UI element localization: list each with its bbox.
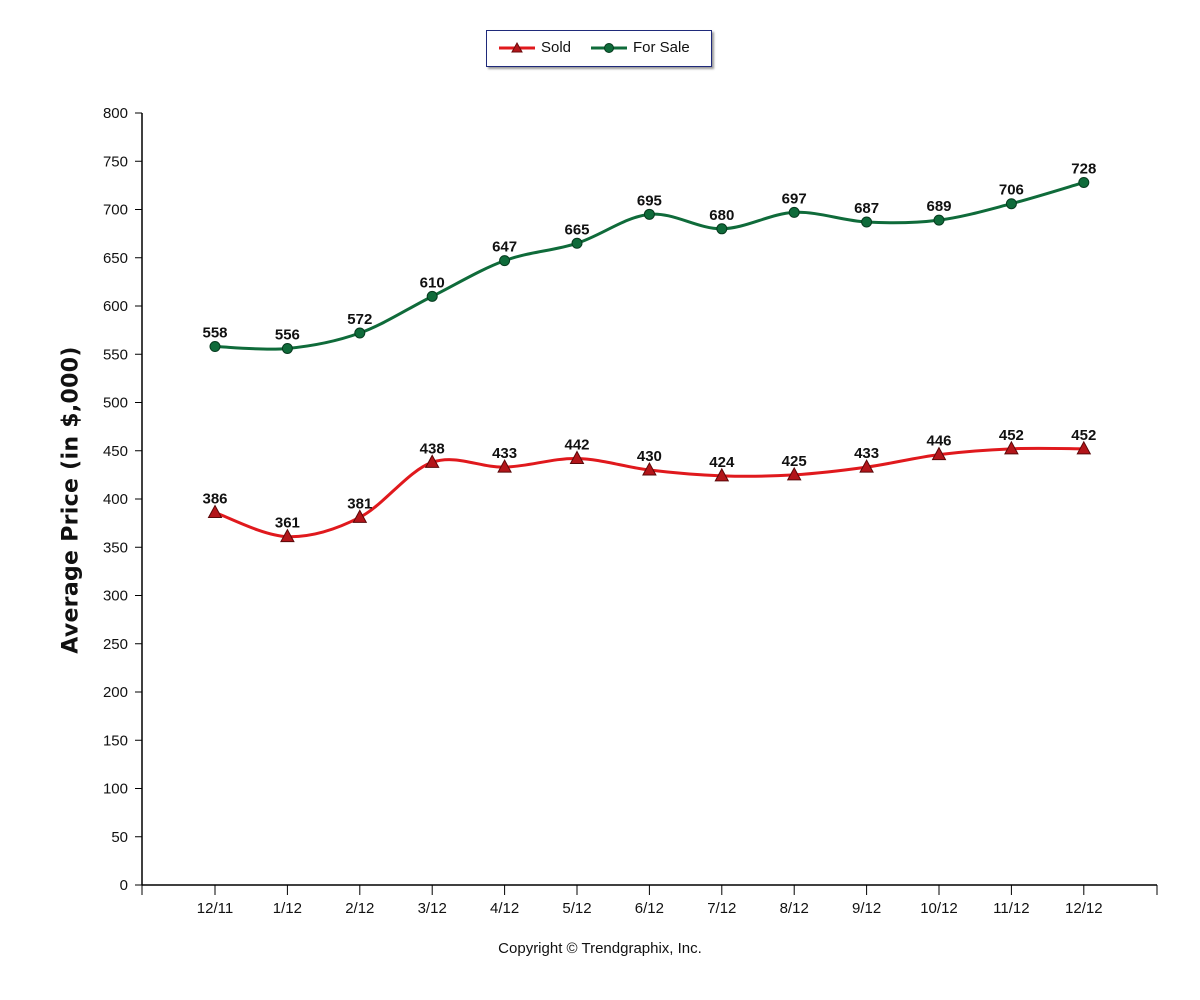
x-tick-label: 1/12 — [273, 900, 302, 917]
data-point-sold — [280, 528, 295, 543]
data-point-for-sale — [1078, 176, 1090, 188]
legend-item-sold: Sold — [499, 39, 571, 56]
data-point-for-sale — [426, 290, 438, 302]
data-point-for-sale — [499, 255, 511, 267]
legend-for-sale-marker-icon — [591, 42, 627, 53]
x-tick-label: 2/12 — [345, 900, 374, 917]
data-label-for-sale: 695 — [637, 192, 662, 209]
data-label-sold: 381 — [347, 495, 372, 512]
data-point-sold — [497, 459, 512, 473]
y-tick-label: 150 — [103, 732, 128, 749]
y-tick-label: 100 — [103, 781, 128, 798]
x-tick-label: 12/12 — [1065, 900, 1103, 917]
data-point-sold — [1004, 440, 1019, 455]
x-tick-label: 3/12 — [418, 900, 447, 917]
data-label-sold: 424 — [709, 454, 735, 471]
y-tick-label: 400 — [103, 491, 128, 508]
data-label-for-sale: 610 — [420, 274, 445, 291]
legend-item-for-sale: For Sale — [591, 39, 690, 56]
data-label-sold: 452 — [1071, 427, 1096, 444]
data-point-sold — [424, 454, 440, 468]
data-point-sold — [207, 504, 223, 519]
data-label-sold: 446 — [926, 433, 951, 450]
data-label-for-sale: 556 — [275, 326, 300, 343]
x-tick-label: 5/12 — [562, 900, 591, 917]
data-point-for-sale — [933, 214, 945, 226]
data-point-sold — [569, 450, 585, 464]
y-tick-label: 350 — [103, 539, 128, 556]
y-tick-label: 550 — [103, 346, 128, 363]
x-tick-label: 6/12 — [635, 900, 664, 917]
y-tick-label: 200 — [103, 684, 128, 701]
data-label-for-sale: 687 — [854, 200, 879, 217]
data-point-for-sale — [788, 206, 800, 218]
data-label-for-sale: 647 — [492, 239, 517, 256]
y-tick-label: 300 — [103, 588, 128, 605]
y-tick-label: 600 — [103, 298, 128, 315]
data-label-sold: 386 — [202, 491, 227, 508]
data-point-for-sale — [716, 223, 728, 235]
data-label-for-sale: 689 — [926, 198, 951, 215]
y-tick-label: 50 — [111, 829, 128, 846]
data-label-sold: 361 — [275, 515, 300, 532]
legend-sold-marker-icon — [499, 41, 535, 52]
x-tick-label: 11/12 — [993, 900, 1029, 917]
x-tick-label: 4/12 — [490, 900, 519, 917]
data-label-sold: 433 — [492, 445, 517, 462]
y-tick-label: 800 — [103, 105, 128, 122]
y-tick-label: 250 — [103, 636, 128, 653]
data-label-sold: 425 — [782, 453, 807, 470]
legend: Sold For Sale — [486, 30, 712, 67]
y-tick-label: 500 — [103, 395, 128, 412]
data-label-for-sale: 558 — [202, 325, 227, 342]
data-label-sold: 430 — [637, 448, 662, 465]
x-tick-label: 9/12 — [852, 900, 881, 917]
data-point-for-sale — [571, 237, 583, 249]
data-label-for-sale: 572 — [347, 311, 372, 328]
y-tick-label: 700 — [103, 202, 128, 219]
x-tick-label: 7/12 — [707, 900, 736, 917]
y-tick-label: 0 — [120, 877, 128, 894]
x-tick-label: 8/12 — [780, 900, 809, 917]
data-point-sold — [931, 446, 947, 461]
data-label-for-sale: 697 — [782, 190, 807, 207]
data-label-sold: 438 — [420, 440, 445, 457]
legend-label-sold: Sold — [541, 39, 572, 56]
y-axis-label: Average Price (in $,000) — [58, 346, 84, 654]
data-point-sold — [642, 462, 657, 476]
legend-label-for-sale: For Sale — [633, 39, 690, 56]
data-label-for-sale: 706 — [999, 182, 1024, 199]
x-tick-label: 10/12 — [920, 900, 958, 917]
data-point-for-sale — [209, 341, 221, 353]
data-point-sold — [714, 467, 730, 482]
data-label-for-sale: 665 — [564, 221, 589, 238]
y-tick-label: 450 — [103, 443, 128, 460]
data-point-sold — [352, 509, 368, 523]
data-point-for-sale — [281, 342, 293, 354]
data-point-for-sale — [643, 208, 655, 220]
data-point-sold — [859, 459, 874, 473]
copyright-text: Copyright © Trendgraphix, Inc. — [498, 940, 702, 957]
data-point-for-sale — [861, 216, 873, 228]
data-label-for-sale: 728 — [1071, 160, 1096, 177]
y-tick-label: 750 — [103, 153, 128, 170]
data-label-for-sale: 680 — [709, 207, 734, 224]
y-tick-label: 650 — [103, 250, 128, 267]
data-point-sold — [786, 466, 802, 481]
data-label-sold: 452 — [999, 427, 1024, 444]
data-point-for-sale — [354, 327, 366, 339]
data-label-sold: 433 — [854, 445, 879, 462]
x-tick-label: 12/11 — [197, 900, 233, 917]
data-point-for-sale — [1005, 198, 1017, 210]
data-point-sold — [1076, 440, 1092, 455]
data-label-sold: 442 — [564, 436, 589, 453]
